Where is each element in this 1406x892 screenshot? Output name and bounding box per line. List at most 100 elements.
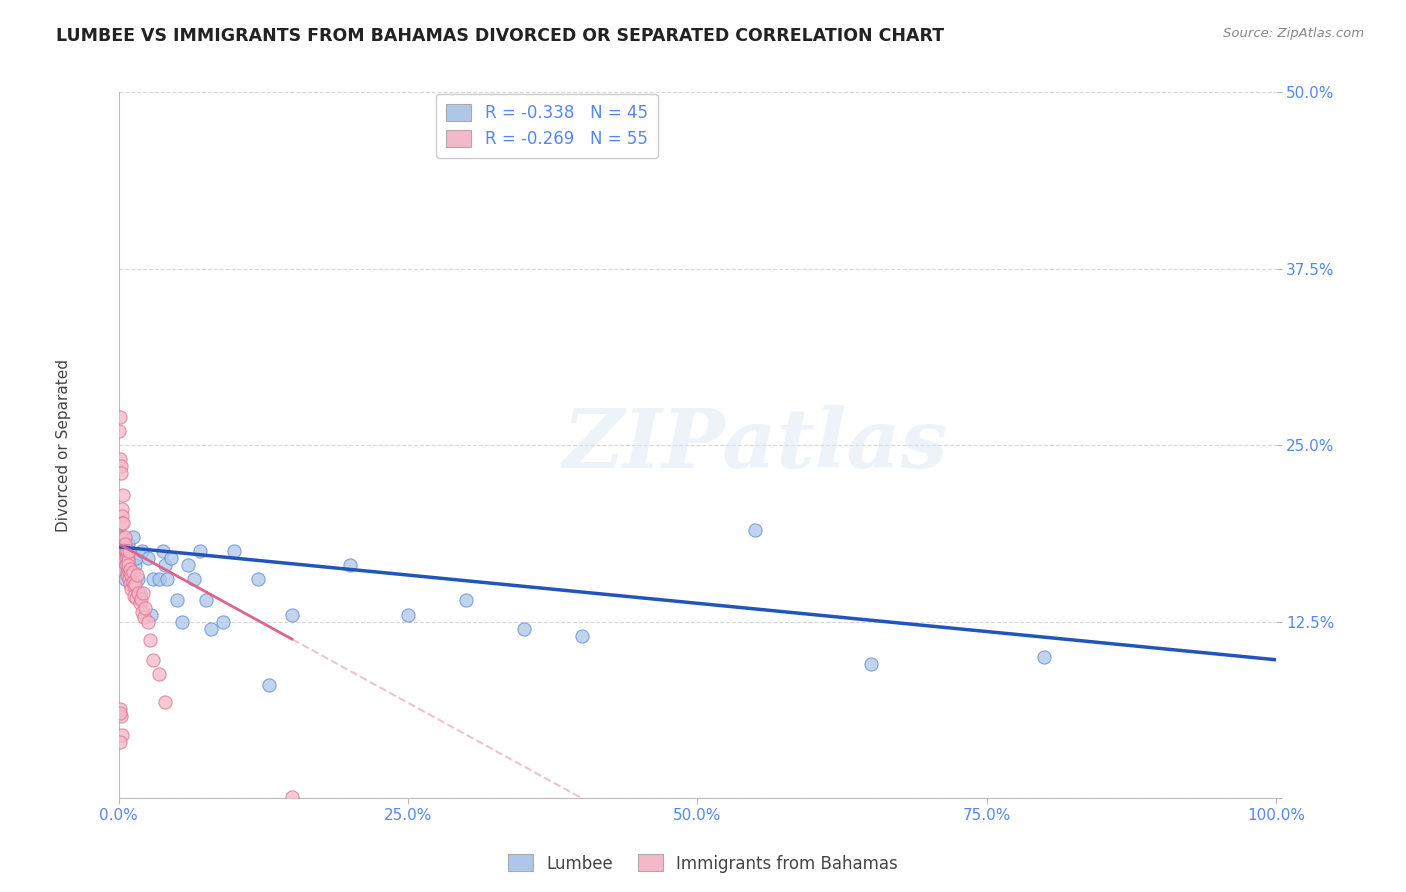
Point (188, 544, 211, 558)
Point (118, 572, 141, 586)
Point (183, 572, 205, 586)
Point (121, 566, 143, 580)
Point (117, 558, 139, 573)
Point (148, 572, 170, 586)
Point (212, 615, 235, 629)
Point (114, 537, 136, 551)
Legend: Lumbee, Immigrants from Bahamas: Lumbee, Immigrants from Bahamas (502, 847, 904, 880)
Point (128, 596, 150, 610)
Point (200, 622, 222, 636)
Point (108, 409, 131, 424)
Point (120, 562, 142, 576)
Point (108, 734, 131, 748)
Point (117, 551, 139, 566)
Point (121, 568, 143, 582)
Point (114, 530, 136, 544)
Point (115, 558, 138, 573)
Point (128, 586, 150, 600)
Point (108, 544, 131, 558)
Point (114, 544, 136, 558)
Text: Divorced or Separated: Divorced or Separated (56, 359, 70, 533)
Point (112, 487, 135, 501)
Point (127, 568, 149, 582)
Point (110, 459, 132, 474)
Point (125, 591, 148, 605)
Point (114, 544, 136, 558)
Point (124, 558, 146, 573)
Point (111, 727, 134, 741)
Point (110, 530, 132, 544)
Point (224, 544, 246, 558)
Point (114, 551, 136, 566)
Point (122, 589, 145, 603)
Point (121, 572, 143, 586)
Point (118, 544, 141, 558)
Point (107, 424, 129, 438)
Point (134, 600, 156, 615)
Point (153, 558, 176, 573)
Point (281, 607, 304, 622)
Point (132, 586, 155, 600)
Point (111, 508, 134, 523)
Point (177, 558, 200, 573)
Text: Source: ZipAtlas.com: Source: ZipAtlas.com (1223, 27, 1364, 40)
Point (112, 551, 135, 566)
Point (1033, 649, 1056, 664)
Point (136, 615, 159, 629)
Point (257, 678, 280, 692)
Point (108, 702, 131, 716)
Point (118, 572, 141, 586)
Point (114, 558, 136, 573)
Point (108, 452, 131, 467)
Point (153, 695, 176, 709)
Point (114, 572, 136, 586)
Point (131, 544, 153, 558)
Point (121, 530, 143, 544)
Point (246, 572, 269, 586)
Point (120, 566, 142, 580)
Point (115, 544, 138, 558)
Point (121, 582, 143, 597)
Text: LUMBEE VS IMMIGRANTS FROM BAHAMAS DIVORCED OR SEPARATED CORRELATION CHART: LUMBEE VS IMMIGRANTS FROM BAHAMAS DIVORC… (56, 27, 945, 45)
Point (142, 572, 165, 586)
Point (148, 666, 170, 681)
Point (121, 575, 143, 590)
Point (159, 551, 181, 566)
Point (172, 615, 194, 629)
Point (571, 629, 593, 643)
Point (152, 544, 174, 558)
Point (512, 622, 534, 636)
Point (108, 706, 131, 721)
Legend: R = -0.338   N = 45, R = -0.269   N = 55: R = -0.338 N = 45, R = -0.269 N = 55 (436, 94, 658, 158)
Point (112, 516, 135, 530)
Point (744, 523, 766, 537)
Point (115, 568, 138, 582)
Point (127, 572, 149, 586)
Point (166, 593, 188, 607)
Point (114, 544, 136, 558)
Point (139, 632, 162, 647)
Point (136, 551, 159, 566)
Point (454, 593, 477, 607)
Point (111, 501, 134, 516)
Point (396, 607, 419, 622)
Point (129, 592, 152, 607)
Point (127, 586, 149, 600)
Point (142, 653, 165, 667)
Point (124, 576, 146, 591)
Point (118, 566, 141, 580)
Point (117, 537, 139, 551)
Point (131, 605, 153, 619)
Point (859, 657, 882, 671)
Point (111, 566, 134, 580)
Text: ZIPatlas: ZIPatlas (562, 405, 948, 485)
Point (122, 579, 145, 593)
Point (112, 530, 135, 544)
Point (156, 572, 179, 586)
Point (117, 554, 139, 568)
Point (110, 467, 132, 481)
Point (125, 551, 148, 566)
Point (115, 566, 138, 580)
Point (139, 607, 162, 622)
Point (194, 593, 217, 607)
